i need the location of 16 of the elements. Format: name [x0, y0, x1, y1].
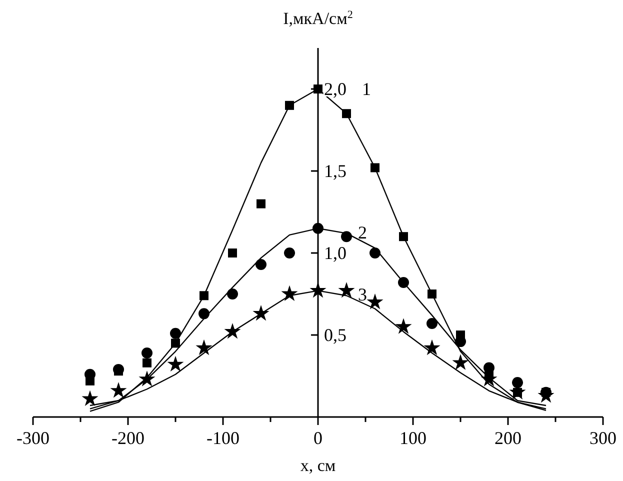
y-axis-title: I,мкА/см$^{2}$: [283, 9, 353, 28]
y-tick-label: 0,5: [324, 325, 346, 345]
annotation: 1: [362, 79, 371, 99]
x-tick-label: -200: [112, 428, 144, 448]
x-tick-label: -300: [16, 428, 50, 448]
x-tick-label: 100: [400, 428, 426, 448]
x-tick-label: 0: [314, 428, 322, 448]
annotation: 3: [358, 284, 367, 305]
annotation: 2: [358, 222, 367, 242]
x-tick-label: 300: [590, 428, 616, 448]
y-tick-label: 1,5: [324, 161, 346, 181]
x-tick-label: -100: [206, 428, 240, 448]
y-tick-label: 2,0: [324, 79, 346, 99]
x-tick-label: 200: [494, 428, 522, 448]
y-tick-label: 1,0: [324, 243, 346, 263]
x-axis-title: x, см: [300, 456, 336, 475]
